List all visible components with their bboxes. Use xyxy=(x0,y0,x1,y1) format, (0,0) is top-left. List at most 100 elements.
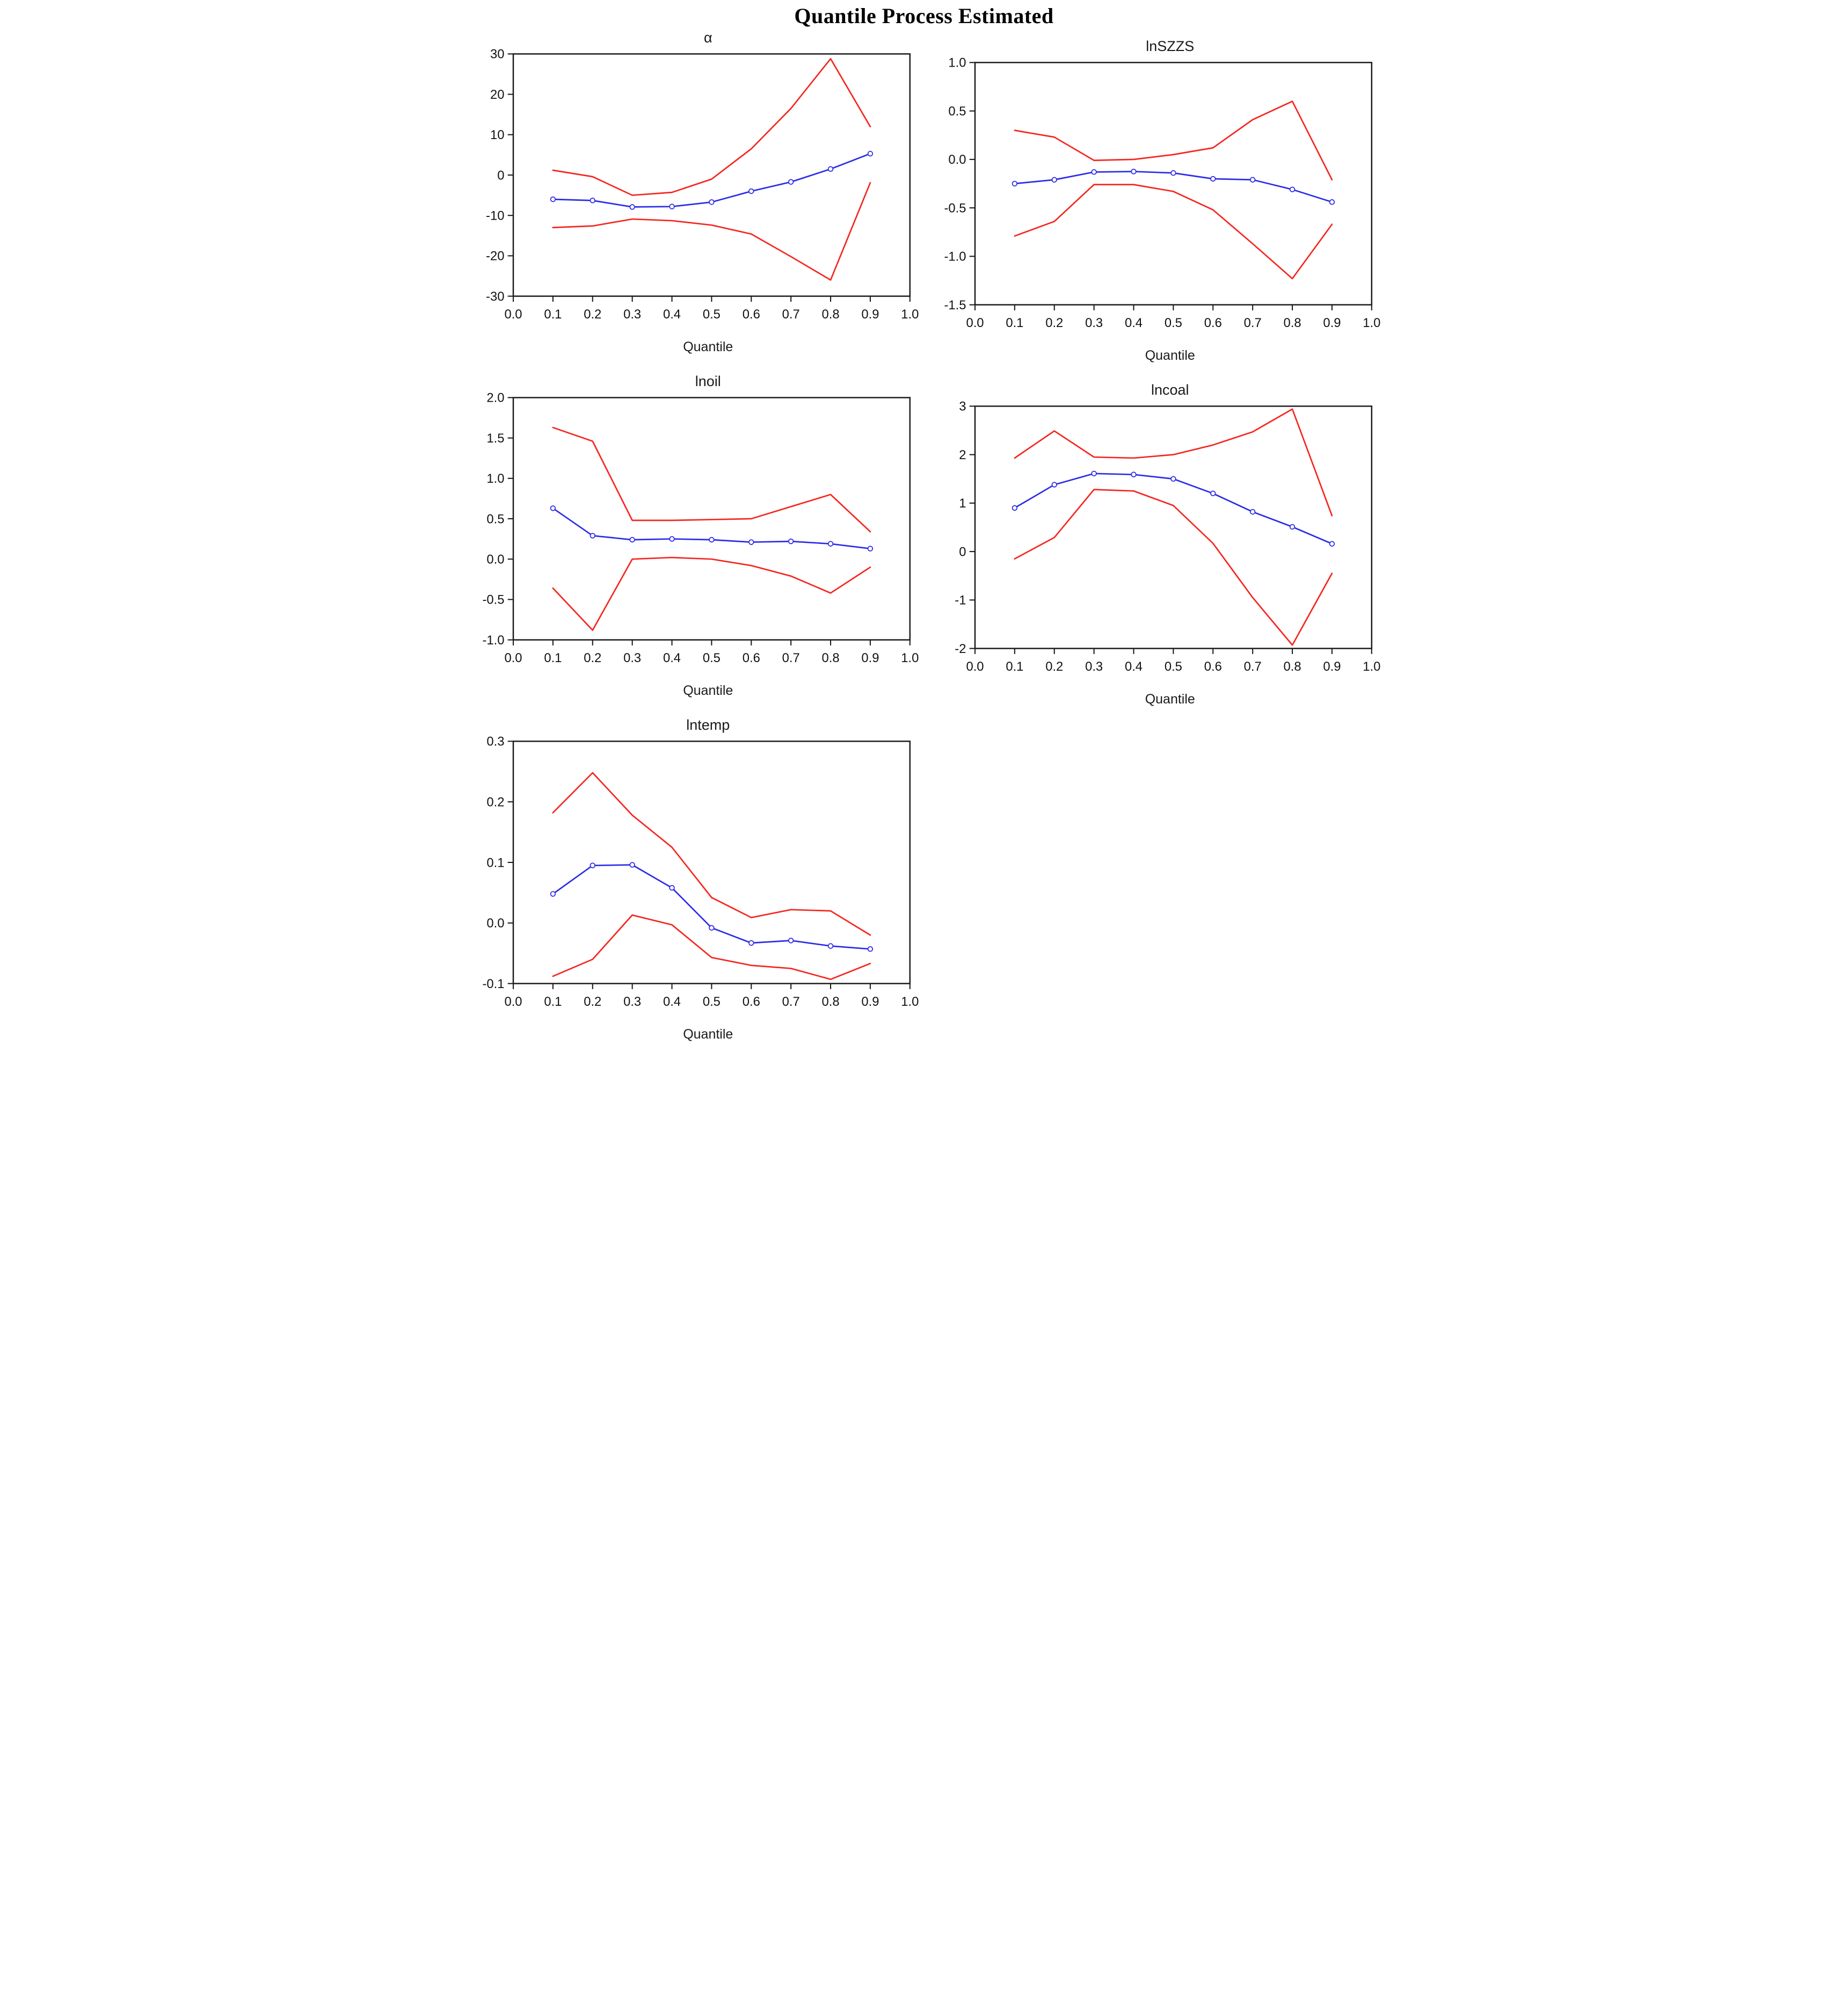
chart-title: lnoil xyxy=(695,373,721,390)
svg-text:0.0: 0.0 xyxy=(504,307,522,322)
svg-text:0.9: 0.9 xyxy=(861,995,879,1009)
svg-text:0.9: 0.9 xyxy=(861,651,879,665)
svg-text:0.5: 0.5 xyxy=(1165,316,1182,330)
svg-text:0.6: 0.6 xyxy=(742,651,760,665)
x-axis-label: Quantile xyxy=(1145,348,1195,364)
svg-text:0.4: 0.4 xyxy=(663,307,680,322)
svg-text:20: 20 xyxy=(490,88,504,102)
svg-text:0.8: 0.8 xyxy=(1284,316,1301,330)
svg-text:0.5: 0.5 xyxy=(948,104,966,119)
x-axis-label: Quantile xyxy=(1145,692,1195,707)
svg-text:0.0: 0.0 xyxy=(504,651,522,665)
svg-text:0.0: 0.0 xyxy=(504,995,522,1009)
svg-text:0.4: 0.4 xyxy=(663,651,680,665)
svg-text:0.3: 0.3 xyxy=(623,651,641,665)
svg-text:0.0: 0.0 xyxy=(486,916,504,931)
svg-text:1.0: 1.0 xyxy=(1363,316,1380,330)
svg-text:0.4: 0.4 xyxy=(663,995,680,1009)
svg-text:0.1: 0.1 xyxy=(544,995,562,1009)
svg-text:0.0: 0.0 xyxy=(486,553,504,567)
chart-lnszzs: lnSZZS 1.0 0.5 0.0 -0.5 -1.0 -1.5 0.0 0.1 0.2 0.3… xyxy=(924,30,1386,364)
x-axis-label: Quantile xyxy=(683,339,733,355)
svg-text:1.0: 1.0 xyxy=(1363,659,1380,674)
svg-text:0.2: 0.2 xyxy=(486,795,504,810)
figure-title: Quantile Process Estimated xyxy=(794,4,1054,28)
chart-canvas-alpha: 30 20 10 0 -10 -20 -300.0 0.1 0.2 0.3 0.4 0.5 0.6 0.7… xyxy=(486,47,919,322)
svg-text:0.7: 0.7 xyxy=(782,307,799,322)
svg-text:0.5: 0.5 xyxy=(1165,659,1182,674)
x-axis-label: Quantile xyxy=(683,1027,733,1042)
svg-text:2: 2 xyxy=(959,448,966,462)
svg-text:0.9: 0.9 xyxy=(1323,316,1341,330)
svg-text:-10: -10 xyxy=(486,208,504,223)
chart-lnoil: lnoil 2.0 1.5 1.0 0.5 0.0 -0.5 -1.0 0.0 0.1 0.2 0.… xyxy=(462,373,925,707)
svg-text:0.2: 0.2 xyxy=(584,995,601,1009)
svg-text:0.4: 0.4 xyxy=(1125,659,1143,674)
svg-text:3: 3 xyxy=(959,400,966,414)
x-axis-label: Quantile xyxy=(683,683,733,699)
svg-text:2.0: 2.0 xyxy=(486,391,504,405)
svg-text:0.5: 0.5 xyxy=(702,651,720,665)
svg-text:0.7: 0.7 xyxy=(782,651,799,665)
svg-text:1.0: 1.0 xyxy=(901,651,919,665)
svg-text:0.8: 0.8 xyxy=(821,307,839,322)
svg-text:0.2: 0.2 xyxy=(1045,659,1063,674)
svg-text:-0.1: -0.1 xyxy=(482,977,504,991)
chart-canvas-lncoal: 3 2 1 0 -1 -20.0 0.1 0.2 0.3 0.4 0.5 0.6 0.7 0.8 0.9 1.… xyxy=(955,400,1380,674)
svg-text:0.3: 0.3 xyxy=(623,307,641,322)
svg-text:0.4: 0.4 xyxy=(1125,316,1143,330)
chart-lntemp: lntemp 0.3 0.2 0.1 0.0 -0.1 0.0 0.1 0.2 0.3 0.4 0.… xyxy=(462,717,925,1042)
svg-text:0.1: 0.1 xyxy=(544,307,562,322)
svg-text:0.3: 0.3 xyxy=(486,735,504,749)
svg-text:0.1: 0.1 xyxy=(544,651,562,665)
svg-text:0.3: 0.3 xyxy=(623,995,641,1009)
svg-text:1.0: 1.0 xyxy=(901,307,919,322)
chart-title: lnSZZS xyxy=(1146,38,1195,54)
svg-text:0.5: 0.5 xyxy=(702,995,720,1009)
svg-text:0.2: 0.2 xyxy=(584,307,601,322)
svg-text:1.0: 1.0 xyxy=(901,995,919,1009)
svg-text:0.1: 0.1 xyxy=(1006,659,1023,674)
svg-text:0.9: 0.9 xyxy=(1323,659,1341,674)
svg-text:-0.5: -0.5 xyxy=(944,201,966,215)
svg-text:-2: -2 xyxy=(955,642,966,656)
chart-alpha: α 30 20 10 0 -10 -20 -30 0.0 0.1 0.2 0.3 0.4 0.5 0.6 0… xyxy=(462,30,925,364)
svg-text:10: 10 xyxy=(490,128,504,142)
chart-title: lncoal xyxy=(1151,382,1189,398)
svg-text:0.5: 0.5 xyxy=(702,307,720,322)
svg-text:-0.5: -0.5 xyxy=(482,593,504,607)
svg-text:0.3: 0.3 xyxy=(1085,659,1103,674)
chart-title: α xyxy=(703,30,712,46)
svg-text:0.3: 0.3 xyxy=(1085,316,1103,330)
svg-text:1.5: 1.5 xyxy=(486,431,504,446)
svg-text:0.0: 0.0 xyxy=(948,153,966,167)
svg-text:0: 0 xyxy=(497,168,504,183)
chart-grid: α 30 20 10 0 -10 -20 -30 0.0 0.1 0.2 0.3 0.4 0.5 0.6 0… xyxy=(462,30,1386,1042)
svg-text:0.8: 0.8 xyxy=(1284,659,1301,674)
svg-text:1: 1 xyxy=(959,496,966,511)
svg-text:0.5: 0.5 xyxy=(486,512,504,526)
svg-text:1.0: 1.0 xyxy=(948,56,966,70)
svg-text:0.6: 0.6 xyxy=(1204,316,1222,330)
svg-text:-1.5: -1.5 xyxy=(944,298,966,313)
svg-text:0.7: 0.7 xyxy=(782,995,799,1009)
chart-lncoal: lncoal 3 2 1 0 -1 -2 0.0 0.1 0.2 0.3 0.4 0.5 0.6 0.7 0… xyxy=(924,373,1386,707)
svg-text:0.1: 0.1 xyxy=(486,855,504,870)
chart-canvas-lnszzs: 1.00.50.0-0.5-1.0-1.50.0 0.1 0.2 0.3 0.4 0.5 0… xyxy=(944,56,1380,330)
svg-text:-1.0: -1.0 xyxy=(944,250,966,264)
svg-text:0.8: 0.8 xyxy=(821,995,839,1009)
svg-text:1.0: 1.0 xyxy=(486,471,504,486)
svg-text:30: 30 xyxy=(490,47,504,62)
svg-text:-1: -1 xyxy=(955,593,966,608)
svg-text:0: 0 xyxy=(959,545,966,559)
quantile-process-figure: Quantile Process Estimated α 30 20 10 0 -10-… xyxy=(462,0,1386,1059)
svg-text:0.6: 0.6 xyxy=(742,307,760,322)
svg-text:-20: -20 xyxy=(486,249,504,264)
empty-cell xyxy=(924,717,1386,1042)
svg-text:0.2: 0.2 xyxy=(584,651,601,665)
svg-text:0.1: 0.1 xyxy=(1006,316,1023,330)
svg-text:0.2: 0.2 xyxy=(1045,316,1063,330)
svg-text:0.9: 0.9 xyxy=(861,307,879,322)
svg-text:0.7: 0.7 xyxy=(1244,316,1262,330)
chart-canvas-lnoil: 2.01.51.00.50.0-0.5-1.00.0 0.1 0.2 0.3 0.4 0.… xyxy=(482,391,919,665)
